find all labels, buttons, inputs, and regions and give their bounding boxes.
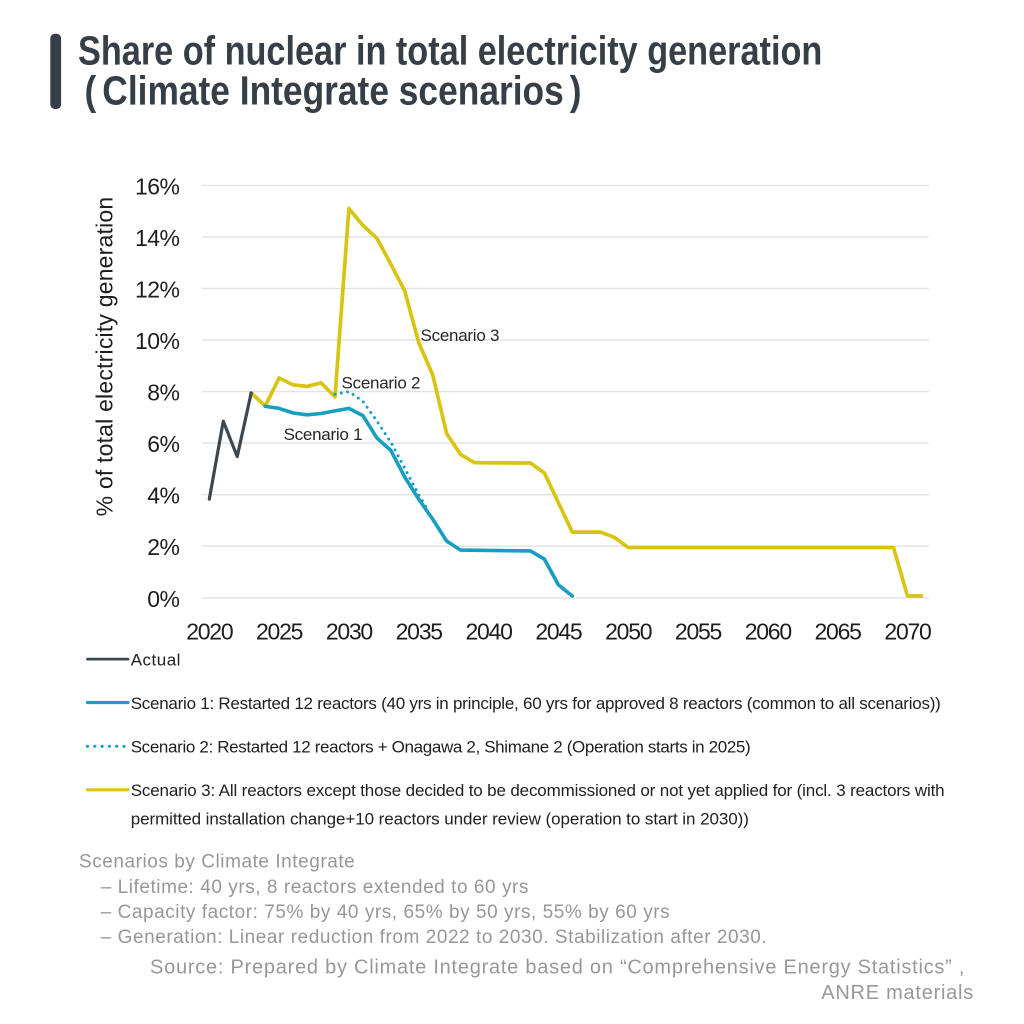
svg-text:Scenario 3: Scenario 3 xyxy=(421,326,500,345)
svg-text:Scenario 2: Restarted 12 react: Scenario 2: Restarted 12 reactors + Onag… xyxy=(131,737,751,756)
svg-text:Scenario 1: Restarted 12 react: Scenario 1: Restarted 12 reactors (40 yr… xyxy=(131,694,941,713)
svg-text:2040: 2040 xyxy=(466,618,513,644)
svg-text:% of total electricity generat: % of total electricity generation xyxy=(92,197,118,517)
svg-text:2060: 2060 xyxy=(745,618,792,644)
svg-text:Scenarios by Climate Integrate: Scenarios by Climate Integrate xyxy=(79,852,355,873)
svg-text:2045: 2045 xyxy=(535,618,582,644)
svg-text:Scenario 2: Scenario 2 xyxy=(342,373,421,392)
svg-text:6%: 6% xyxy=(147,431,179,457)
svg-text:permitted installation change+: permitted installation change+10 reactor… xyxy=(131,810,749,829)
svg-text:2065: 2065 xyxy=(815,618,862,644)
svg-text:8%: 8% xyxy=(147,380,179,406)
svg-text:10%: 10% xyxy=(135,328,180,354)
svg-text:2070: 2070 xyxy=(884,618,931,644)
svg-text:– Lifetime: 40 yrs, 8 reactors: – Lifetime: 40 yrs, 8 reactors extended … xyxy=(101,877,529,898)
svg-text:2055: 2055 xyxy=(675,618,722,644)
svg-text:0%: 0% xyxy=(147,586,179,612)
svg-text:Share of nuclear in total elec: Share of nuclear in total electricity ge… xyxy=(78,29,822,75)
svg-text:Source: Prepared by Climate In: Source: Prepared by Climate Integrate ba… xyxy=(150,957,965,979)
svg-text:– Capacity factor: 75% by 40 y: – Capacity factor: 75% by 40 yrs, 65% by… xyxy=(101,902,671,923)
svg-text:2025: 2025 xyxy=(256,618,303,644)
svg-text:2%: 2% xyxy=(147,534,179,560)
svg-text:2050: 2050 xyxy=(605,618,652,644)
svg-text:– Generation: Linear reduction: – Generation: Linear reduction from 2022… xyxy=(101,927,768,948)
svg-text:Scenario 1: Scenario 1 xyxy=(284,425,363,444)
svg-text:ANRE materials: ANRE materials xyxy=(821,982,974,1004)
svg-text:2035: 2035 xyxy=(396,618,443,644)
svg-text:16%: 16% xyxy=(135,173,180,199)
svg-text:2030: 2030 xyxy=(326,618,373,644)
svg-text:14%: 14% xyxy=(135,225,180,251)
svg-text:(Climate Integrate scenarios): (Climate Integrate scenarios) xyxy=(85,68,582,114)
svg-text:12%: 12% xyxy=(135,277,180,303)
svg-text:4%: 4% xyxy=(147,483,179,509)
svg-text:Actual: Actual xyxy=(131,651,181,670)
svg-text:Scenario 3: All reactors excep: Scenario 3: All reactors except those de… xyxy=(131,781,945,800)
svg-text:2020: 2020 xyxy=(186,618,233,644)
